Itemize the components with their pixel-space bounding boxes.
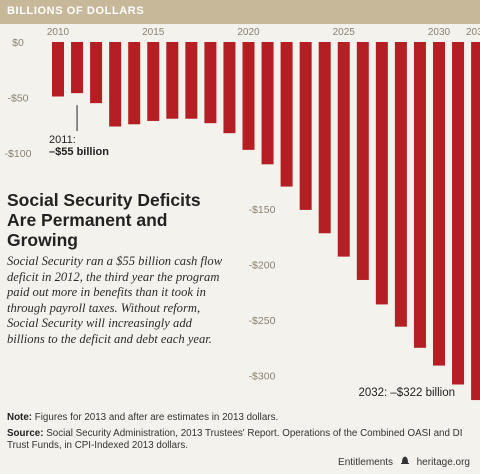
x-tick-label: 2032 <box>466 27 480 38</box>
bar <box>471 42 480 401</box>
note-label: Note: <box>7 412 33 423</box>
bar <box>109 42 122 127</box>
bar <box>223 42 236 134</box>
bar <box>452 42 465 385</box>
bar <box>261 42 274 165</box>
bar <box>90 42 103 104</box>
x-tick-label: 2020 <box>237 27 260 38</box>
bar <box>71 42 84 94</box>
bar <box>318 42 331 234</box>
headline: Social Security Deficits Are Permanent a… <box>7 190 230 250</box>
body-paragraph: Social Security ran a $55 billion cash f… <box>7 254 223 346</box>
source-text: Social Security Administration, 2013 Tru… <box>7 427 463 452</box>
bar <box>433 42 445 366</box>
liberty-bell-icon <box>400 455 410 468</box>
bar <box>375 42 388 305</box>
units-label: BILLIONS OF DOLLARS <box>7 5 145 17</box>
x-axis-ticks: 2010 2015 2020 2025 2030 2032 <box>47 27 480 38</box>
headline-line: Are Permanent and <box>7 210 168 230</box>
bar <box>204 42 217 124</box>
bar <box>147 42 160 121</box>
text-panel: Social Security Deficits Are Permanent a… <box>5 190 230 348</box>
x-tick-label: 2010 <box>47 27 70 38</box>
y-tick-label: -$250 <box>249 315 276 327</box>
bar <box>356 42 369 280</box>
y-tick-label: -$200 <box>249 259 276 271</box>
bar <box>185 42 198 119</box>
annotations: 2011:–$55 billion 2032: –$322 billion <box>49 105 455 399</box>
headline-line: Growing <box>7 230 78 250</box>
footer: Entitlements heritage.org <box>338 455 470 468</box>
bar <box>52 42 64 97</box>
footer-section: Entitlements <box>338 457 394 468</box>
y-tick-label: -$150 <box>249 204 276 216</box>
headline-line: Social Security Deficits <box>7 190 201 210</box>
bar <box>166 42 179 119</box>
annotation-text: –$55 billion <box>49 146 109 158</box>
y-tick-label: -$300 <box>249 371 276 383</box>
y-axis-ticks: $0 -$50 -$100 -$150 -$200 -$250 -$300 <box>5 37 276 383</box>
bar <box>394 42 407 327</box>
source-label: Source: <box>7 427 44 439</box>
bar <box>413 42 426 348</box>
bar <box>128 42 141 125</box>
x-tick-label: 2030 <box>428 27 451 38</box>
annotation-text: 2011: <box>49 134 76 146</box>
y-tick-label: -$100 <box>5 148 32 160</box>
annotation-text: 2032: –$322 billion <box>358 387 455 399</box>
bar <box>337 42 350 257</box>
x-tick-label: 2025 <box>333 27 356 38</box>
x-tick-label: 2015 <box>142 27 165 38</box>
footer-site: heritage.org <box>416 457 470 468</box>
notes: Note: Figures for 2013 and after are est… <box>7 412 473 456</box>
y-tick-label: -$50 <box>7 93 28 105</box>
note: Note: Figures for 2013 and after are est… <box>7 412 473 425</box>
bar <box>280 42 293 187</box>
bar <box>242 42 255 150</box>
y-tick-label: $0 <box>12 37 24 49</box>
bar <box>299 42 312 210</box>
note-text: Figures for 2013 and after are estimates… <box>32 412 279 423</box>
header-band <box>0 0 480 24</box>
source: Source: Social Security Administration, … <box>7 428 473 453</box>
bars-group <box>52 42 480 401</box>
